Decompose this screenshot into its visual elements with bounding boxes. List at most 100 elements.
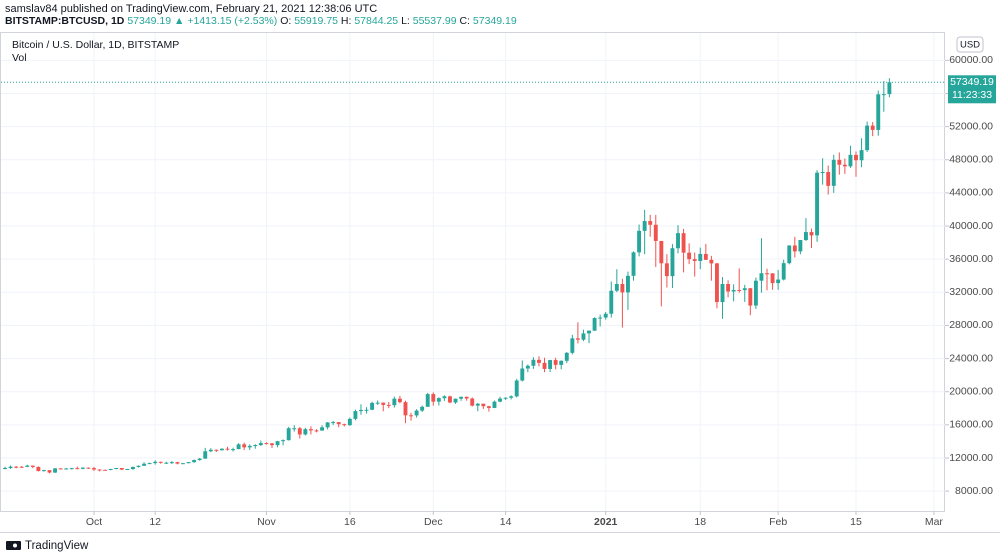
candle-body — [164, 462, 169, 464]
candle-body — [19, 466, 24, 468]
ohlc-value: 57349.19 — [473, 15, 517, 27]
candle-body — [842, 164, 847, 167]
change-arrow: ▲ — [174, 15, 184, 27]
candle-body — [453, 398, 458, 403]
candle-body — [564, 352, 569, 361]
candle-body — [759, 273, 764, 281]
candle-body — [637, 230, 642, 253]
candle-body — [75, 468, 80, 470]
x-tick-label: Feb — [769, 516, 787, 528]
candle-body — [47, 470, 52, 473]
candle-body — [792, 245, 797, 252]
candle-body — [197, 458, 202, 461]
plot-area — [1, 33, 945, 511]
candle-body — [242, 444, 247, 448]
candle-body — [664, 263, 669, 277]
x-tick-label: Mar — [925, 516, 944, 528]
last-price-box — [948, 75, 996, 104]
chart-title: Bitcoin / U.S. Dollar, 1D, BITSTAMP — [12, 39, 179, 51]
y-tick-label: 28000.00 — [949, 319, 993, 331]
candle-body — [353, 411, 358, 419]
candle-body — [815, 172, 820, 236]
candle-body — [130, 466, 135, 469]
candle-body — [420, 406, 425, 411]
candle-body — [64, 468, 69, 470]
candle-body — [642, 221, 647, 231]
candle-body — [92, 468, 96, 470]
y-tick-label: 40000.00 — [949, 220, 993, 232]
ohlc-prefix: H: — [341, 15, 352, 27]
y-tick-label: 52000.00 — [949, 120, 993, 132]
y-tick-label: 8000.00 — [955, 485, 993, 497]
candle-body — [670, 248, 675, 277]
candle-body — [342, 424, 347, 426]
candle-body — [203, 451, 208, 459]
candle-body — [181, 463, 185, 465]
candle-body — [464, 396, 469, 399]
ohlc-prefix: C: — [459, 15, 470, 27]
candle-body — [726, 284, 731, 292]
candle-body — [8, 466, 13, 469]
currency-label: USD — [960, 40, 980, 51]
candle-body — [186, 462, 191, 464]
candle-body — [270, 443, 274, 446]
y-tick-label: 36000.00 — [949, 253, 993, 265]
candle-body — [414, 410, 419, 416]
brand-logo — [6, 541, 21, 550]
candle-body — [587, 330, 591, 334]
candle-body — [175, 462, 180, 464]
candle-body — [881, 94, 886, 96]
legend-row: BITSTAMP:BTCUSD, 1D 57349.19 ▲ +1413.15 … — [5, 15, 517, 27]
candle-body — [870, 125, 875, 130]
currency-box[interactable] — [956, 36, 984, 53]
ohlc-value: 57844.25 — [354, 15, 398, 27]
candle-body — [570, 338, 575, 353]
ohlc-value: 55919.75 — [294, 15, 338, 27]
candle-body — [275, 441, 280, 446]
candle-body — [314, 430, 319, 432]
candle-body — [492, 401, 497, 408]
candle-body — [208, 449, 213, 452]
candle-body — [397, 398, 402, 403]
candle-body — [659, 240, 664, 264]
candle-body — [403, 402, 408, 416]
candle-body — [442, 396, 447, 399]
candle-body — [281, 440, 286, 442]
candle-body — [97, 469, 102, 471]
candle-body — [158, 461, 163, 463]
y-tick-label: 12000.00 — [949, 452, 993, 464]
candle-body — [887, 82, 892, 95]
candle-body — [620, 284, 625, 293]
candle-body — [676, 233, 680, 249]
candle-body — [36, 466, 41, 472]
candle-body — [103, 469, 108, 471]
candle-body — [859, 150, 864, 161]
candle-body — [258, 443, 263, 446]
candle-body — [848, 154, 853, 167]
candle-body — [648, 221, 653, 225]
candle-body — [475, 403, 480, 406]
candle-body — [247, 445, 252, 448]
candle-body — [286, 428, 291, 441]
candle-body — [553, 360, 558, 365]
candle-body — [742, 288, 747, 291]
candle-body — [459, 396, 464, 399]
volume-label: Vol — [12, 52, 27, 64]
candle-body — [509, 396, 514, 398]
candle-body — [614, 284, 619, 291]
candle-body — [592, 318, 597, 331]
candle-body — [787, 245, 792, 264]
y-tick-label: 48000.00 — [949, 154, 993, 166]
legend-price: 57349.19 — [127, 15, 171, 27]
candle-body — [375, 402, 380, 404]
x-tick-label: Dec — [424, 516, 443, 528]
candle-body — [598, 317, 603, 319]
countdown-label: 11:23:33 — [952, 89, 992, 101]
candle-body — [125, 468, 130, 470]
last-price-label: 57349.19 — [950, 76, 994, 88]
candle-body — [359, 409, 363, 412]
candle-body — [425, 394, 430, 407]
candle-body — [692, 259, 697, 261]
y-tick-label: 20000.00 — [949, 385, 993, 397]
candle-body — [514, 380, 519, 397]
